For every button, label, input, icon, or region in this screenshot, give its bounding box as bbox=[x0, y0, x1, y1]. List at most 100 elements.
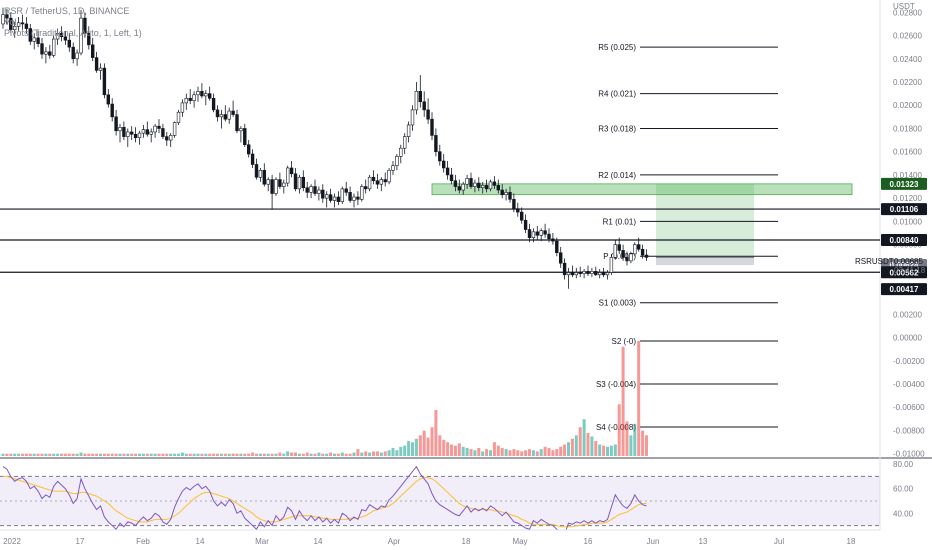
candle-body bbox=[601, 272, 606, 276]
candle-body bbox=[157, 125, 161, 129]
price-tag-background bbox=[881, 283, 927, 296]
volume-bar bbox=[609, 445, 613, 456]
vol-legend: Vol bbox=[4, 17, 17, 27]
volume-bar bbox=[56, 453, 60, 456]
candle-body bbox=[44, 51, 48, 55]
volume-bar bbox=[602, 445, 606, 456]
candle-body bbox=[208, 93, 212, 99]
volume-bar bbox=[438, 435, 442, 456]
volume-bar bbox=[5, 453, 9, 456]
volume-bar bbox=[270, 453, 274, 456]
candle-body bbox=[215, 109, 220, 118]
candle-body bbox=[336, 196, 341, 202]
candle-body bbox=[586, 271, 590, 274]
candle-body bbox=[387, 169, 391, 183]
volume-bar bbox=[114, 453, 118, 456]
candle-body bbox=[360, 186, 364, 200]
candle-body bbox=[516, 208, 520, 213]
pivot-label: S1 (0.003) bbox=[599, 299, 637, 308]
price-tick-label: 0.01600 bbox=[893, 148, 922, 157]
price-tick-label: -0.01000 bbox=[893, 450, 925, 459]
volume-bar bbox=[48, 453, 52, 456]
time-tick-label: 18 bbox=[847, 537, 856, 546]
volume-bar bbox=[102, 453, 106, 456]
price-tick-label: 0.00200 bbox=[893, 310, 922, 319]
candle-body bbox=[453, 180, 458, 187]
volume-bar bbox=[126, 453, 130, 456]
candle-body bbox=[172, 122, 177, 136]
candle-body bbox=[258, 169, 263, 178]
candle-body bbox=[582, 271, 586, 274]
candle-body bbox=[324, 194, 329, 199]
volume-bar bbox=[216, 453, 219, 456]
volume-bar bbox=[473, 450, 477, 456]
volume-bar bbox=[192, 453, 196, 456]
volume-bar bbox=[40, 453, 44, 456]
candle-body bbox=[594, 271, 598, 276]
candle-body bbox=[126, 131, 130, 137]
candle-body bbox=[605, 272, 610, 276]
time-tick-label: 17 bbox=[76, 537, 85, 546]
candle-body bbox=[161, 128, 165, 137]
candle-body bbox=[406, 124, 411, 137]
candle-body bbox=[16, 22, 21, 27]
time-tick-label: 18 bbox=[462, 537, 471, 546]
candle-body bbox=[438, 151, 442, 162]
candle-body bbox=[9, 17, 13, 31]
volume-bar bbox=[372, 451, 375, 456]
candle-body bbox=[477, 182, 481, 189]
volume-bar bbox=[465, 447, 469, 456]
price-tick-label: -0.00600 bbox=[893, 403, 925, 412]
volume-bar bbox=[204, 453, 208, 456]
volume-bar bbox=[399, 446, 403, 456]
volume-bar bbox=[274, 453, 278, 456]
volume-bar bbox=[36, 453, 40, 456]
volume-bar bbox=[28, 453, 32, 456]
candle-body bbox=[473, 182, 477, 187]
candle-body bbox=[574, 272, 579, 276]
volume-bar bbox=[411, 442, 414, 456]
volume-bar bbox=[173, 453, 177, 456]
volume-bar bbox=[243, 453, 247, 456]
candle-body bbox=[274, 179, 278, 194]
volume-bar bbox=[333, 453, 336, 456]
chart-title: RSR / TetherUS, 1D, BINANCE bbox=[4, 6, 129, 16]
price-tick-label: -0.00800 bbox=[893, 426, 925, 435]
volume-bar bbox=[67, 453, 71, 456]
volume-bar bbox=[492, 442, 496, 456]
candle-body bbox=[629, 253, 633, 262]
pivot-label: P (0.007) bbox=[603, 252, 636, 261]
pivot-label: R1 (0.01) bbox=[603, 217, 637, 226]
candle-body bbox=[83, 17, 87, 34]
volume-bar bbox=[578, 427, 582, 456]
candle-body bbox=[504, 192, 508, 195]
candle-body bbox=[410, 109, 415, 126]
volume-bar bbox=[422, 430, 426, 456]
volume-bar bbox=[177, 453, 180, 456]
volume-bar bbox=[500, 447, 504, 456]
volume-bar bbox=[325, 453, 329, 456]
candle-body bbox=[500, 189, 504, 195]
candle-body bbox=[235, 114, 239, 132]
candle-body bbox=[609, 257, 614, 273]
volume-bar bbox=[336, 453, 340, 456]
candle-body bbox=[371, 176, 376, 182]
volume-bar bbox=[219, 453, 223, 456]
price-tick-label: 0.02400 bbox=[893, 55, 922, 64]
volume-bar bbox=[99, 453, 102, 456]
volume-bar bbox=[9, 453, 13, 456]
volume-bar bbox=[528, 449, 531, 456]
volume-bar bbox=[235, 453, 239, 456]
volume-bar bbox=[434, 410, 438, 456]
candle-body bbox=[430, 118, 434, 136]
candle-body bbox=[145, 129, 149, 135]
volume-bar bbox=[208, 453, 212, 456]
volume-bar bbox=[118, 453, 122, 456]
volume-bar bbox=[149, 453, 153, 456]
volume-bar bbox=[227, 453, 231, 456]
volume-bar bbox=[278, 452, 282, 456]
volume-bar bbox=[13, 453, 17, 456]
pivot-label: S4 (-0.008) bbox=[596, 423, 636, 432]
price-tick-label: 0.00000 bbox=[893, 334, 922, 343]
